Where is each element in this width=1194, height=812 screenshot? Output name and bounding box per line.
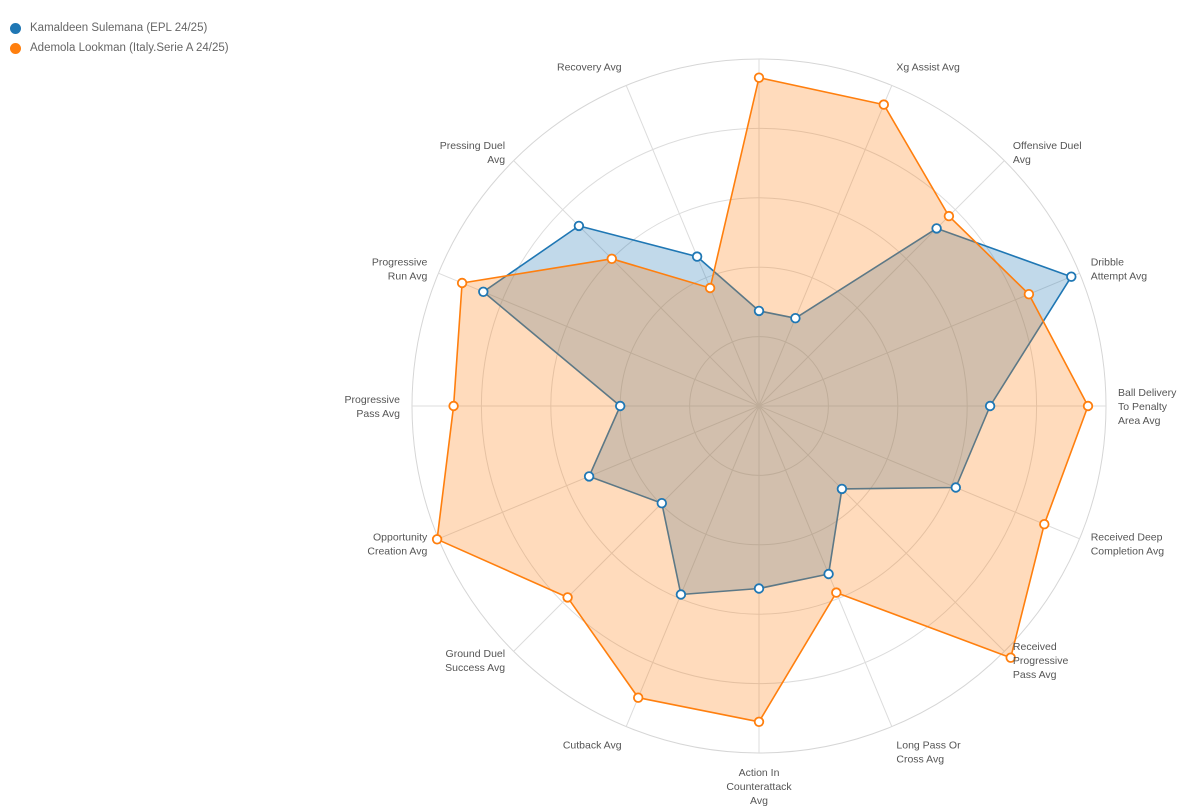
- series-2-point-4[interactable]: [1023, 289, 1035, 300]
- series-1-point-4[interactable]: [1066, 271, 1077, 282]
- series-2-point-16[interactable]: [704, 282, 716, 294]
- axis-label-7-line-1: Received: [1013, 641, 1057, 653]
- series-1-point-7[interactable]: [836, 483, 848, 495]
- axis-label-11-line-1: Ground Duel: [446, 648, 506, 660]
- axis-label-8-line-1: Long Pass Or: [896, 740, 961, 752]
- legend-swatch-series-2: [10, 42, 21, 54]
- series-2-point-3[interactable]: [943, 210, 955, 222]
- axis-label-13-line-2: Pass Avg: [356, 408, 400, 420]
- grid-spoke-12: [438, 405, 760, 540]
- series-2-point-12[interactable]: [431, 534, 443, 545]
- axis-label-5-line-1: Ball Delivery: [1118, 387, 1177, 399]
- series-2-point-7[interactable]: [1005, 652, 1016, 663]
- radar-grid: [411, 58, 1107, 754]
- chart-legend: Kamaldeen Sulemana (EPL 24/25) Ademola L…: [10, 18, 229, 58]
- series-2-point-2[interactable]: [878, 99, 890, 110]
- axis-label-9-line-1: Action In: [739, 767, 780, 779]
- series-1-point-16[interactable]: [691, 251, 703, 262]
- series-2-point-13[interactable]: [448, 400, 459, 412]
- legend-item-series-2[interactable]: Ademola Lookman (Italy.Serie A 24/25): [10, 38, 229, 58]
- grid-spoke-6: [758, 405, 1080, 540]
- series-2-point-5[interactable]: [1082, 400, 1094, 412]
- axis-label-14-line-1: Progressive: [372, 257, 428, 269]
- series-2-point-6[interactable]: [1039, 519, 1050, 530]
- grid-spoke-3: [758, 160, 1005, 407]
- legend-swatch-series-1: [10, 22, 21, 34]
- radar-series: [431, 72, 1094, 728]
- series-1-point-10[interactable]: [675, 589, 687, 600]
- series-1-point-13[interactable]: [615, 400, 626, 412]
- series-2-point-11[interactable]: [562, 592, 573, 603]
- axis-label-14-line-2: Run Avg: [388, 271, 428, 283]
- axis-label-7-line-2: Progressive: [1013, 655, 1069, 667]
- axis-label-3-line-2: Avg: [1013, 154, 1031, 166]
- axis-label-8-line-2: Cross Avg: [896, 754, 944, 766]
- series-1-point-1[interactable]: [753, 305, 765, 317]
- grid-spoke-10: [625, 405, 760, 727]
- legend-item-series-1[interactable]: Kamaldeen Sulemana (EPL 24/25): [10, 18, 229, 38]
- series-1-point-11[interactable]: [656, 498, 668, 509]
- axis-label-16: Recovery Avg: [557, 61, 622, 73]
- series-2-point-10[interactable]: [633, 692, 644, 703]
- axis-label-9-line-2: Counterattack: [726, 781, 792, 793]
- axis-label-5-line-2: To Penalty: [1118, 401, 1168, 413]
- series-2-point-14[interactable]: [456, 277, 468, 289]
- legend-label-series-2: Ademola Lookman (Italy.Serie A 24/25): [30, 42, 229, 54]
- legend-label-series-1: Kamaldeen Sulemana (EPL 24/25): [30, 22, 208, 34]
- axis-label-6-line-2: Completion Avg: [1091, 545, 1165, 557]
- series-1-point-15[interactable]: [573, 220, 585, 232]
- axis-label-4-line-1: Dribble: [1091, 257, 1124, 269]
- axis-label-5-line-3: Area Avg: [1118, 415, 1161, 427]
- axis-label-9-line-3: Avg: [750, 795, 768, 807]
- axis-label-4-line-2: Attempt Avg: [1091, 271, 1148, 283]
- grid-spoke-14: [438, 272, 760, 407]
- axis-label-13-line-1: Progressive: [345, 394, 401, 406]
- series-2-point-1[interactable]: [753, 72, 765, 83]
- series-1-point-3[interactable]: [931, 223, 942, 234]
- axis-label-11-line-2: Success Avg: [445, 662, 505, 674]
- series-1-point-9[interactable]: [753, 583, 765, 594]
- axis-label-3-line-1: Offensive Duel: [1013, 140, 1082, 152]
- axis-label-15-line-1: Pressing Duel: [440, 140, 505, 152]
- grid-spoke-11: [513, 405, 760, 652]
- series-1-point-2[interactable]: [790, 313, 801, 324]
- series-1-point-6[interactable]: [950, 482, 962, 493]
- grid-spoke-2: [758, 85, 893, 407]
- axis-label-10: Cutback Avg: [563, 740, 622, 752]
- series-2-point-9[interactable]: [753, 716, 765, 728]
- axis-label-2: Xg Assist Avg: [896, 61, 960, 73]
- grid-spoke-8: [758, 405, 893, 727]
- grid-spoke-16: [625, 85, 760, 407]
- axis-label-6-line-1: Received Deep: [1091, 531, 1163, 543]
- axis-label-12-line-1: Opportunity: [373, 531, 428, 543]
- series-2-point-8[interactable]: [831, 587, 842, 598]
- series-2-point-15[interactable]: [606, 253, 618, 264]
- grid-spoke-15: [513, 160, 760, 407]
- series-1-point-8[interactable]: [823, 568, 834, 580]
- grid-spoke-7: [758, 405, 1005, 652]
- series-1-point-14[interactable]: [478, 286, 489, 298]
- axis-label-12-line-2: Creation Avg: [367, 545, 427, 557]
- radar-axis-labels: Xg Assist Avg Offensive Duel Avg Dribble Att…: [345, 61, 1178, 807]
- axis-label-7-line-3: Pass Avg: [1013, 669, 1057, 681]
- series-1-point-5[interactable]: [984, 400, 996, 412]
- axis-label-15-line-2: Avg: [487, 154, 505, 166]
- series-1-point-12[interactable]: [583, 471, 595, 482]
